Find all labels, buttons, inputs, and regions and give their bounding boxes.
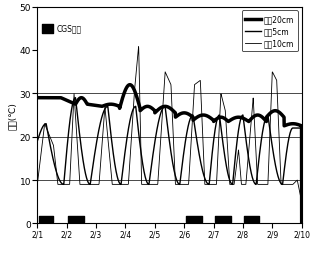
- Text: CGS稼働: CGS稼働: [56, 25, 81, 34]
- FancyBboxPatch shape: [58, 38, 117, 55]
- Legend: 地下20cm, 地下5cm, 地上10cm: 地下20cm, 地下5cm, 地上10cm: [242, 11, 298, 52]
- Y-axis label: 地温(℃): 地温(℃): [8, 102, 17, 130]
